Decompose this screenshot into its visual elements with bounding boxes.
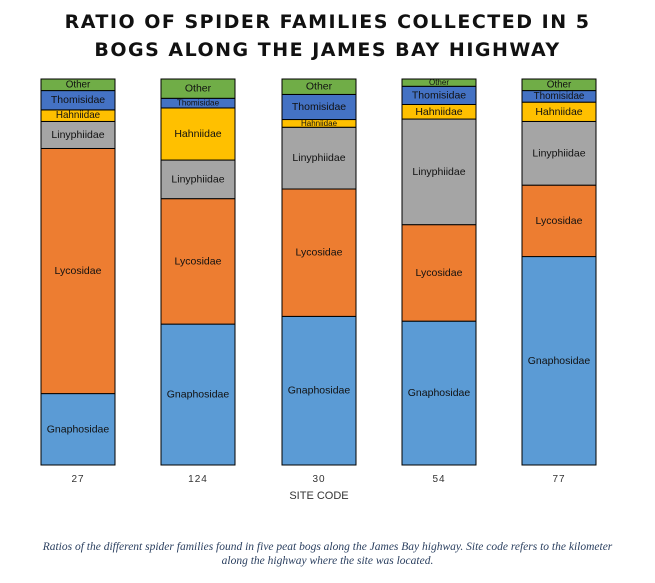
bar-segment-linyphiidae-site-77 (521, 120, 597, 186)
bar-segment-lycosidae-site-30 (281, 188, 357, 317)
bar-segment-other-site-54 (401, 78, 477, 87)
segment-label-gnaphosidae-site-77: Gnaphosidae (528, 355, 591, 367)
segment-label-lycosidae-site-124: Lycosidae (175, 255, 222, 267)
segment-label-linyphiidae-site-124: Linyphiidae (171, 173, 224, 185)
bar-segment-other-site-30 (281, 78, 357, 95)
bar-segment-gnaphosidae-site-77 (521, 256, 597, 466)
segment-label-hahniidae-site-124: Hahniidae (174, 128, 221, 140)
segment-label-thomisidae-site-30: Thomisidae (292, 101, 346, 113)
bar-segment-linyphiidae-site-30 (281, 126, 357, 190)
segment-label-thomisidae-site-124: Thomisidae (177, 99, 220, 108)
segment-label-gnaphosidae-site-124: Gnaphosidae (167, 389, 230, 401)
bar-segment-gnaphosidae-site-30 (281, 315, 357, 466)
segment-label-thomisidae-site-27: Thomisidae (51, 94, 105, 106)
segment-label-lycosidae-site-30: Lycosidae (296, 247, 343, 259)
segment-label-other-site-27: Other (66, 79, 91, 90)
segment-label-hahniidae-site-77: Hahniidae (535, 106, 582, 118)
segment-label-hahniidae-site-54: Hahniidae (415, 106, 462, 118)
segment-label-linyphiidae-site-30: Linyphiidae (292, 152, 345, 164)
bar-segment-hahniidae-site-124 (160, 107, 236, 161)
segment-label-thomisidae-site-77: Thomisidae (534, 91, 585, 102)
bar-segment-other-site-27 (40, 78, 116, 92)
caption-line-2: along the highway where the site was loc… (221, 555, 434, 567)
segment-label-gnaphosidae-site-30: Gnaphosidae (288, 385, 351, 397)
segment-label-hahniidae-site-30: Hahniidae (301, 119, 338, 128)
segment-label-linyphiidae-site-77: Linyphiidae (532, 147, 585, 159)
chart-title-line-2: BOGS ALONG THE JAMES BAY HIGHWAY (94, 39, 561, 61)
segment-label-linyphiidae-site-54: Linyphiidae (412, 166, 465, 178)
chart-title-line-1: RATIO OF SPIDER FAMILIES COLLECTED IN 5 (64, 11, 591, 33)
segment-label-lycosidae-site-77: Lycosidae (536, 215, 583, 227)
x-tick-label-77: 77 (552, 474, 565, 485)
segment-label-lycosidae-site-27: Lycosidae (55, 265, 102, 277)
segment-label-gnaphosidae-site-27: Gnaphosidae (47, 423, 110, 435)
bar-segment-gnaphosidae-site-54 (401, 320, 477, 466)
bar-segment-gnaphosidae-site-27 (40, 393, 116, 466)
x-tick-label-30: 30 (312, 474, 325, 485)
segment-label-linyphiidae-site-27: Linyphiidae (51, 129, 104, 141)
figure-caption: Ratios of the different spider families … (10, 540, 645, 568)
bar-segment-lycosidae-site-27 (40, 147, 116, 395)
x-tick-label-54: 54 (432, 474, 445, 485)
bar-segment-gnaphosidae-site-124 (160, 323, 236, 466)
segment-label-thomisidae-site-54: Thomisidae (412, 89, 466, 101)
segment-label-hahniidae-site-27: Hahniidae (56, 110, 101, 121)
bar-segment-linyphiidae-site-124 (160, 159, 236, 200)
x-tick-labels: 27 124 30 54 77 (71, 474, 565, 485)
segment-label-lycosidae-site-54: Lycosidae (416, 267, 463, 279)
caption-line-1: Ratios of the different spider families … (42, 541, 613, 553)
x-tick-label-124: 124 (188, 474, 208, 485)
x-tick-label-27: 27 (71, 474, 84, 485)
chart-title: RATIO OF SPIDER FAMILIES COLLECTED IN 5 … (0, 8, 655, 64)
segment-label-other-site-54: Other (429, 78, 449, 87)
bar-segment-lycosidae-site-77 (521, 184, 597, 258)
labels-layer: Gnaphosidae Lycosidae Linyphiidae Hahniidae… (47, 78, 591, 435)
bar-segment-linyphiidae-site-27 (40, 120, 116, 149)
stacked-bar-chart: Gnaphosidae Lycosidae Linyphiidae Hahniidae… (40, 78, 597, 502)
segment-label-other-site-124: Other (185, 83, 212, 95)
x-axis-label: SITE CODE (289, 490, 348, 502)
bar-segment-other-site-124 (160, 78, 236, 99)
segment-label-other-site-30: Other (306, 81, 333, 93)
bar-segment-lycosidae-site-54 (401, 224, 477, 322)
bar-segment-other-site-77 (521, 78, 597, 92)
segment-label-other-site-77: Other (547, 79, 572, 90)
bars-layer (40, 78, 597, 466)
segment-label-gnaphosidae-site-54: Gnaphosidae (408, 387, 471, 399)
bar-segment-lycosidae-site-124 (160, 198, 236, 325)
bar-segment-linyphiidae-site-54 (401, 118, 477, 226)
